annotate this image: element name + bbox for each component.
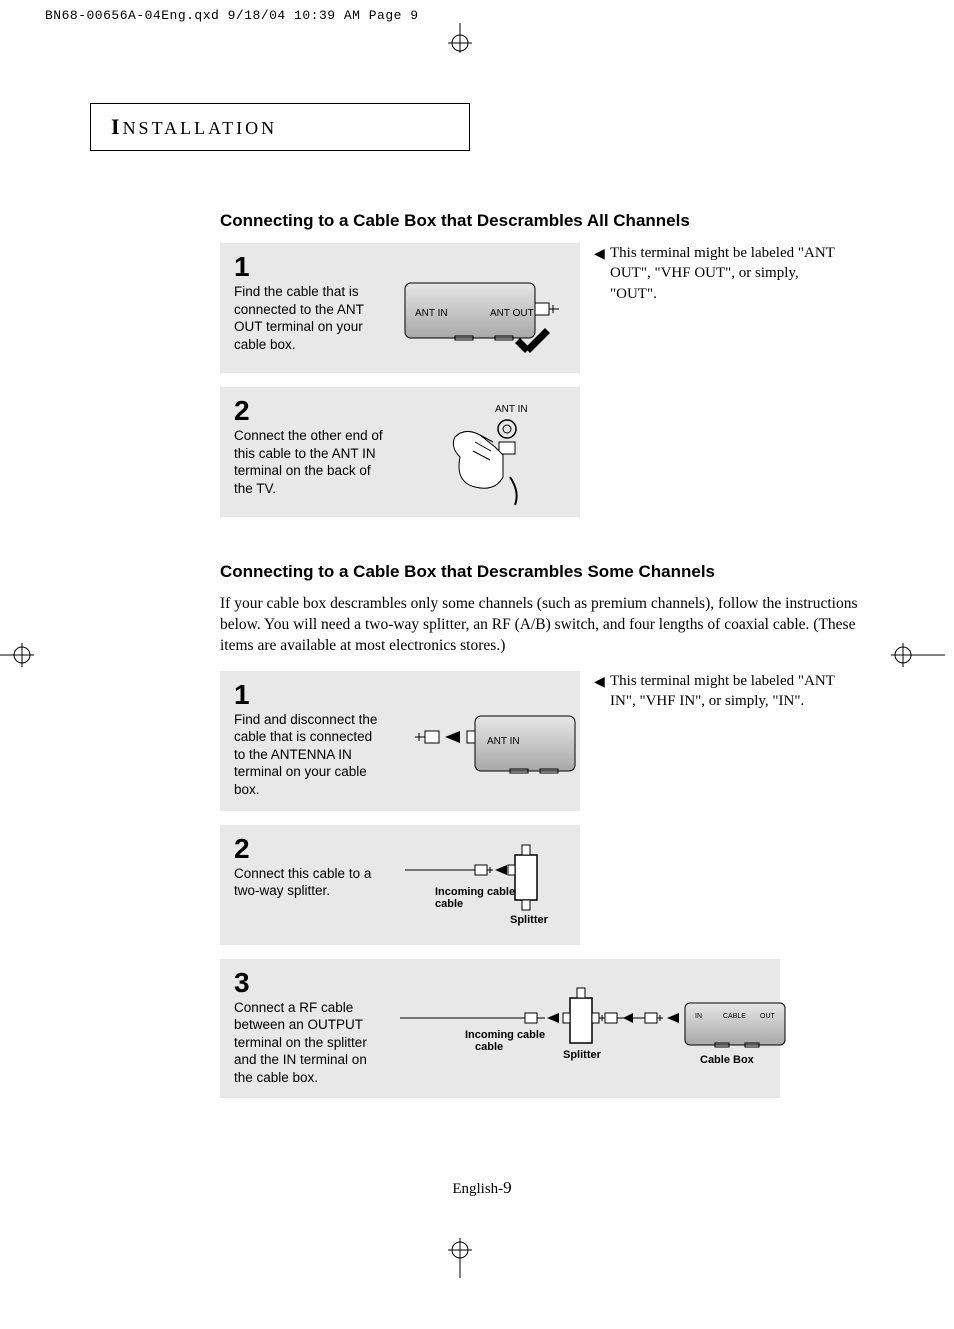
side-note: ◀ This terminal might be labeled "ANT OU… [594,243,844,304]
note-arrow-icon: ◀ [594,674,605,693]
svg-text:OUT: OUT [760,1013,776,1020]
svg-text:ANT IN: ANT IN [487,736,520,747]
crop-mark-bottom [0,1238,954,1278]
step-number: 2 [234,835,383,863]
step-row: 3 Connect a RF cable between an OUTPUT t… [220,959,874,1099]
svg-text:Cable Box: Cable Box [700,1054,755,1066]
step-row: 2 Connect this cable to a two-way splitt… [220,825,874,945]
step-desc: Find and disconnect the cable that is co… [234,711,383,799]
svg-text:Incoming cable: Incoming cable [465,1029,545,1041]
step-row: 2 Connect the other end of this cable to… [220,387,874,517]
step-number: 1 [234,681,383,709]
section-rest: NSTALLATION [123,118,278,138]
step-number: 1 [234,253,383,281]
diagram-cablebox: ANT IN ANT OUT [395,243,580,373]
svg-text:Splitter: Splitter [510,914,549,926]
section-first-letter: I [111,114,123,139]
step-row: 1 Find the cable that is connected to th… [220,243,874,373]
step-box: 2 Connect the other end of this cable to… [220,387,580,517]
svg-text:CABLE: CABLE [723,1013,746,1020]
print-header: BN68-00656A-04Eng.qxd 9/18/04 10:39 AM P… [0,0,954,23]
diagram-splitter: Incoming cable cable Splitter [395,825,580,945]
side-note: ◀ This terminal might be labeled "ANT IN… [594,671,844,712]
body-text: If your cable box descrambles only some … [220,594,874,657]
svg-text:ANT IN: ANT IN [415,308,448,319]
page-footer: English-9 [90,1178,874,1198]
svg-text:ANT OUT: ANT OUT [490,308,534,319]
section-title-box: INSTALLATION [90,103,470,151]
svg-text:Splitter: Splitter [563,1049,602,1061]
step-desc: Find the cable that is connected to the … [234,283,383,353]
step-box: 1 Find and disconnect the cable that is … [220,671,580,811]
step-box: 3 Connect a RF cable between an OUTPUT t… [220,959,780,1099]
step-number: 3 [234,969,383,997]
crop-mark-top [0,23,954,53]
step-number: 2 [234,397,383,425]
diagram-cablebox-in: ANT IN [395,671,580,811]
svg-text:cable: cable [435,898,463,910]
step-row: 1 Find and disconnect the cable that is … [220,671,874,811]
diagram-hand: ANT IN [395,387,580,517]
svg-text:cable: cable [475,1041,503,1053]
step-desc: Connect the other end of this cable to t… [234,427,383,497]
step-desc: Connect a RF cable between an OUTPUT ter… [234,999,383,1087]
svg-text:ANT IN: ANT IN [495,404,528,415]
step-desc: Connect this cable to a two-way splitter… [234,865,383,900]
heading-some-channels: Connecting to a Cable Box that Descrambl… [220,562,874,582]
note-arrow-icon: ◀ [594,246,605,265]
heading-all-channels: Connecting to a Cable Box that Descrambl… [220,211,874,231]
svg-text:IN: IN [695,1013,702,1020]
step-box: 1 Find the cable that is connected to th… [220,243,580,373]
step-box: 2 Connect this cable to a two-way splitt… [220,825,580,945]
svg-text:Incoming cable: Incoming cable [435,886,515,898]
diagram-splitter-to-box: Incoming cable cable Splitter [395,959,795,1099]
